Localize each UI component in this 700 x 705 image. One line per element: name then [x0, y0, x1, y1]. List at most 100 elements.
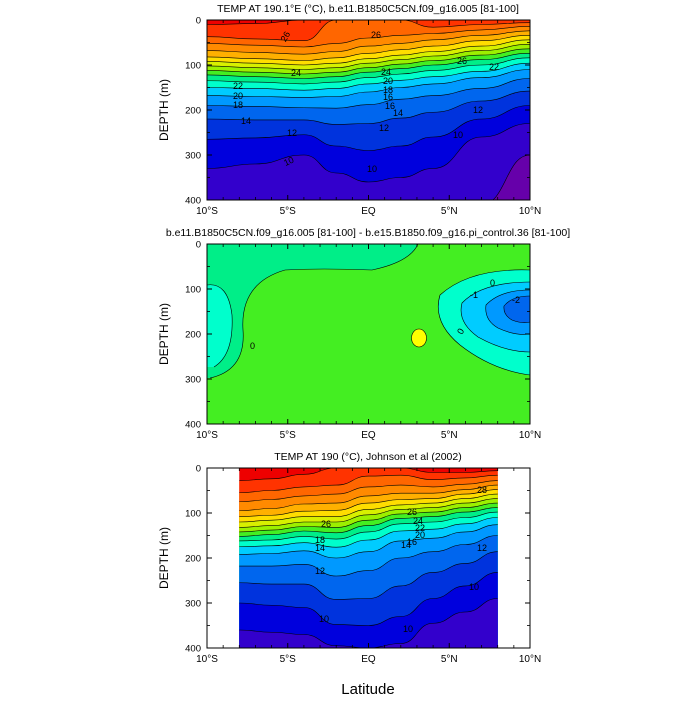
contour-label: 18 — [383, 85, 393, 95]
contour-label: 0 — [490, 278, 495, 288]
contour-label: 16 — [383, 92, 393, 102]
contour-label: 24 — [381, 67, 391, 77]
panel-top: TEMP AT 190.1°E (°C), b.e11.B1850C5CN.f0… — [157, 3, 541, 218]
x-tick-label: 10°S — [196, 430, 218, 441]
x-tick-label: EQ — [361, 206, 376, 217]
panel-middle: b.e11.B1850C5CN.f09_g16.005 [81-100] - b… — [157, 227, 570, 441]
contour-lines — [207, 20, 530, 200]
contour-label: -2 — [512, 295, 520, 305]
contour-line — [207, 69, 530, 98]
contour-label: 12 — [473, 105, 483, 115]
contour-label: 12 — [477, 543, 487, 553]
contour-label: 24 — [291, 68, 301, 78]
x-axis-label: Latitude — [341, 681, 394, 698]
contour-label: 10 — [282, 155, 295, 168]
contour-band — [492, 155, 530, 200]
y-axis-label: DEPTH (m) — [157, 527, 171, 589]
contour-line — [239, 468, 498, 481]
x-tick-label: 5°S — [280, 430, 297, 441]
contour-label: -1 — [470, 290, 478, 300]
x-tick-label: 10°N — [519, 430, 541, 441]
contour-band — [239, 598, 498, 648]
contour-line — [207, 20, 530, 42]
contour-line — [239, 474, 498, 494]
contour-line — [207, 284, 233, 368]
contour-line — [239, 517, 498, 548]
fill-level-neg2 — [503, 296, 530, 323]
contour-label: 16 — [407, 537, 417, 547]
contour-fill — [239, 468, 498, 648]
x-tick-label: 10°N — [519, 206, 541, 217]
contour-label: 26 — [407, 507, 417, 517]
contour-line — [207, 44, 530, 70]
axes: 10°S 5°S EQ 5°N 10°N 0 100 200 300 400 — [185, 240, 541, 442]
y-tick-label: 300 — [185, 599, 201, 610]
contour-line — [239, 524, 498, 559]
x-tick-label: EQ — [361, 654, 376, 665]
y-tick-label: 0 — [196, 464, 201, 475]
contour-label: 22 — [233, 81, 243, 91]
contour-line — [491, 647, 498, 648]
contour-label: 10 — [403, 624, 413, 634]
y-tick-label: 300 — [185, 375, 201, 386]
x-tick-label: 5°N — [441, 430, 458, 441]
contour-line — [239, 535, 498, 577]
y-tick-label: 100 — [185, 61, 201, 72]
x-tick-label: 10°N — [519, 654, 541, 665]
contour-label: 0 — [250, 341, 255, 351]
contour-line — [239, 498, 498, 528]
axes: 10°S 5°S EQ 5°N 10°N 0 100 200 300 400 — [185, 16, 541, 218]
contour-line — [209, 244, 419, 379]
axes: 10°S 5°S EQ 5°N 10°N 0 100 200 300 400 — [185, 464, 541, 666]
x-tick-label: 5°N — [441, 206, 458, 217]
contour-line — [503, 295, 530, 323]
contour-line — [207, 35, 530, 61]
contour-line — [239, 511, 498, 542]
x-tick-label: 10°S — [196, 206, 218, 217]
x-tick-label: 5°N — [441, 654, 458, 665]
contour-line — [207, 90, 530, 125]
y-tick-label: 400 — [185, 644, 201, 655]
contour-line — [239, 572, 498, 626]
contour-label: 20 — [383, 76, 393, 86]
contour-label: 24 — [413, 516, 423, 526]
contour-line — [239, 507, 498, 537]
contour-fill — [207, 244, 530, 424]
contour-label: 14 — [401, 540, 411, 550]
contour-labels: 0 0 0 -1 -2 — [250, 278, 520, 351]
y-tick-label: 0 — [196, 16, 201, 27]
contour-line — [437, 269, 530, 376]
contour-label: 26 — [457, 56, 467, 66]
contour-label: 20 — [415, 530, 425, 540]
fill-level-neg05 — [207, 284, 233, 367]
contour-label: 16 — [385, 101, 395, 111]
y-tick-label: 200 — [185, 330, 201, 341]
contour-label: 22 — [489, 62, 499, 72]
contour-line — [239, 551, 498, 600]
contour-line — [207, 105, 530, 151]
contour-line — [239, 598, 498, 648]
contour-label: 10 — [453, 130, 463, 140]
contour-line — [207, 39, 530, 66]
fill-level-neg0 — [207, 244, 418, 378]
contour-label: 22 — [415, 523, 425, 533]
panel-title: TEMP AT 190 (°C), Johnson et al (2002) — [274, 451, 461, 463]
y-tick-label: 400 — [185, 420, 201, 431]
contour-label: 10 — [469, 582, 479, 592]
contour-label: 26 — [321, 519, 331, 529]
contour-label: 12 — [287, 128, 297, 138]
contour-band — [207, 123, 530, 200]
x-tick-label: 5°S — [280, 206, 297, 217]
contour-label: 10 — [319, 614, 329, 624]
contour-label: 10 — [367, 164, 377, 174]
y-tick-label: 400 — [185, 196, 201, 207]
x-tick-label: EQ — [361, 430, 376, 441]
contour-line — [207, 78, 530, 109]
contour-line — [485, 289, 530, 335]
contour-label: 14 — [315, 543, 325, 553]
fill-level-pos — [411, 328, 427, 348]
y-tick-label: 200 — [185, 554, 201, 565]
contour-label: 12 — [379, 123, 389, 133]
